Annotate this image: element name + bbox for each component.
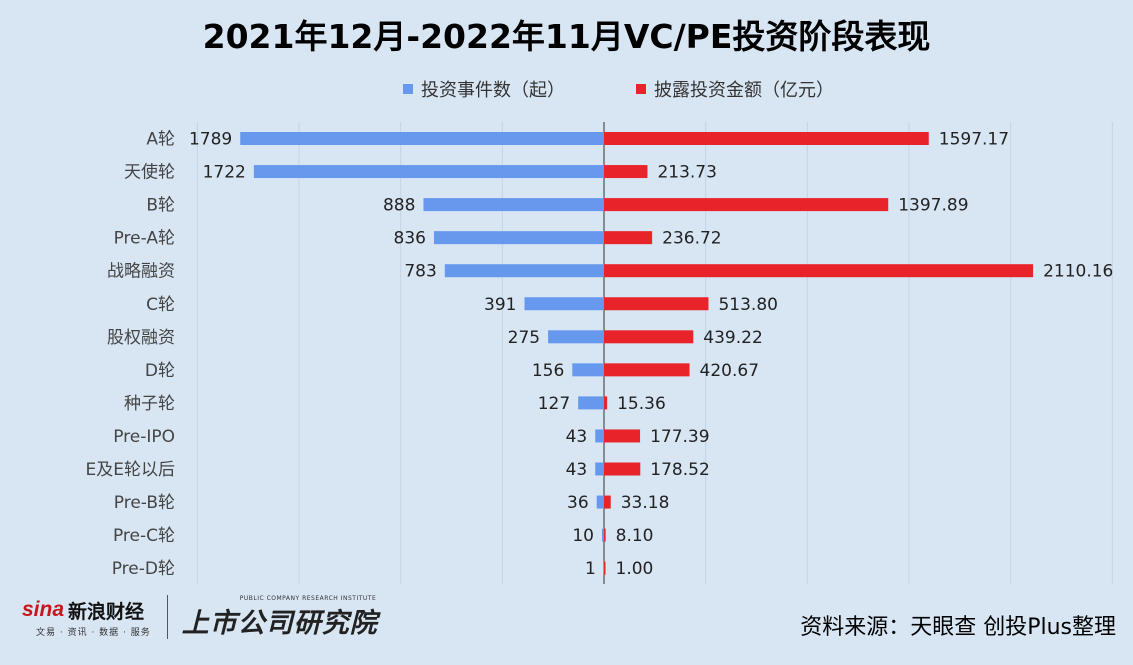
category-label: E及E轮以后: [86, 460, 175, 480]
legend-item-right: 披露投资金额（亿元）: [636, 76, 834, 102]
bar-amount: [604, 231, 653, 245]
data-label-amount: 439.22: [703, 328, 762, 348]
category-label: Pre-A轮: [114, 229, 175, 249]
bar-events: [596, 495, 604, 509]
data-label-amount: 1597.17: [939, 130, 1009, 150]
bar-events: [578, 396, 604, 410]
data-label-events: 127: [538, 394, 570, 414]
category-label: 天使轮: [124, 162, 175, 183]
data-label-amount: 33.18: [621, 493, 670, 513]
category-label: 战略融资: [107, 262, 175, 282]
legend-label-right: 披露投资金额（亿元）: [654, 80, 834, 101]
bar-events: [444, 264, 604, 278]
bar-events: [595, 462, 604, 476]
data-label-events: 391: [484, 295, 516, 315]
category-label: C轮: [146, 295, 175, 315]
sina-name: 新浪财经: [68, 600, 145, 623]
data-label-amount: 15.36: [617, 394, 666, 414]
category-label: Pre-IPO: [113, 427, 175, 447]
data-label-amount: 213.73: [657, 163, 716, 183]
data-label-amount: 178.52: [650, 460, 709, 480]
category-label: D轮: [145, 361, 175, 381]
bar-events: [572, 363, 604, 377]
bar-amount: [604, 330, 694, 344]
data-label-amount: 420.67: [700, 361, 759, 381]
bar-events: [601, 528, 604, 542]
sina-logo: sina 新浪财经 文易 · 资讯 · 数据 · 服务: [22, 597, 151, 638]
data-label-amount: 236.72: [662, 229, 721, 249]
legend: 投资事件数（起） 披露投资金额（亿元）: [0, 76, 1133, 102]
data-label-events: 43: [566, 427, 588, 447]
category-label: Pre-D轮: [112, 559, 175, 579]
bar-amount: [604, 264, 1034, 278]
bar-events: [524, 297, 604, 311]
bar-events: [253, 165, 605, 179]
legend-swatch-left: [403, 84, 413, 94]
bar-events: [240, 132, 604, 145]
data-label-events: 1789: [189, 130, 232, 150]
data-label-events: 36: [567, 493, 589, 513]
data-label-amount: 1397.89: [898, 196, 968, 216]
chart-plot: A轮 1789 1597.17 天使轮 1722 213.73 B轮 888 1397.89 Pr…: [86, 122, 1113, 584]
data-label-amount: 177.39: [650, 427, 709, 447]
bar-amount: [604, 528, 606, 542]
legend-label-left: 投资事件数（起）: [421, 80, 565, 101]
research-logo: PUBLIC COMPANY RESEARCH INSTITUTE 上市公司研究…: [182, 595, 378, 640]
footer-logos: sina 新浪财经 文易 · 资讯 · 数据 · 服务 PUBLIC COMPA…: [22, 592, 378, 642]
bar-amount: [604, 462, 641, 476]
data-label-amount: 513.80: [718, 295, 777, 315]
bar-amount: [604, 561, 606, 575]
bar-amount: [604, 198, 889, 212]
bar-amount: [604, 396, 608, 410]
bar-amount: [604, 429, 641, 443]
category-label: A轮: [146, 130, 175, 150]
data-label-events: 275: [508, 328, 540, 348]
bar-amount: [604, 495, 611, 509]
category-label: Pre-B轮: [114, 493, 175, 513]
bar-amount: [604, 132, 929, 145]
bar-events: [423, 198, 604, 212]
data-label-events: 1722: [203, 163, 246, 183]
data-label-events: 43: [566, 460, 588, 480]
data-label-events: 888: [383, 196, 415, 216]
category-label: 种子轮: [124, 394, 175, 414]
research-en: PUBLIC COMPANY RESEARCH INSTITUTE: [239, 594, 377, 602]
bar-amount: [604, 297, 709, 311]
sina-brand: sina: [22, 598, 65, 621]
data-label-events: 836: [394, 229, 426, 249]
data-label-amount: 1.00: [616, 559, 654, 579]
data-source: 资料来源：天眼查 创投Plus整理: [800, 615, 1116, 640]
bar-amount: [604, 165, 648, 179]
data-label-events: 1: [585, 559, 596, 579]
category-label: 股权融资: [107, 328, 175, 348]
bar-events: [548, 330, 604, 344]
logo-divider: [166, 595, 168, 639]
data-label-events: 10: [572, 526, 594, 546]
data-label-amount: 8.10: [616, 526, 654, 546]
category-label: Pre-C轮: [113, 526, 175, 546]
research-name: 上市公司研究院: [181, 607, 378, 639]
data-label-amount: 2110.16: [1043, 262, 1113, 282]
bar-events: [595, 429, 604, 443]
data-label-events: 156: [532, 361, 564, 381]
sina-subtitle: 文易 · 资讯 · 数据 · 服务: [36, 627, 151, 638]
category-label: B轮: [146, 196, 175, 216]
data-label-events: 783: [404, 262, 436, 282]
bar-events: [434, 231, 604, 245]
chart-title: 2021年12月-2022年11月VC/PE投资阶段表现: [202, 17, 931, 56]
legend-item-left: 投资事件数（起）: [403, 76, 565, 102]
legend-swatch-right: [636, 84, 646, 94]
bar-amount: [604, 363, 690, 377]
